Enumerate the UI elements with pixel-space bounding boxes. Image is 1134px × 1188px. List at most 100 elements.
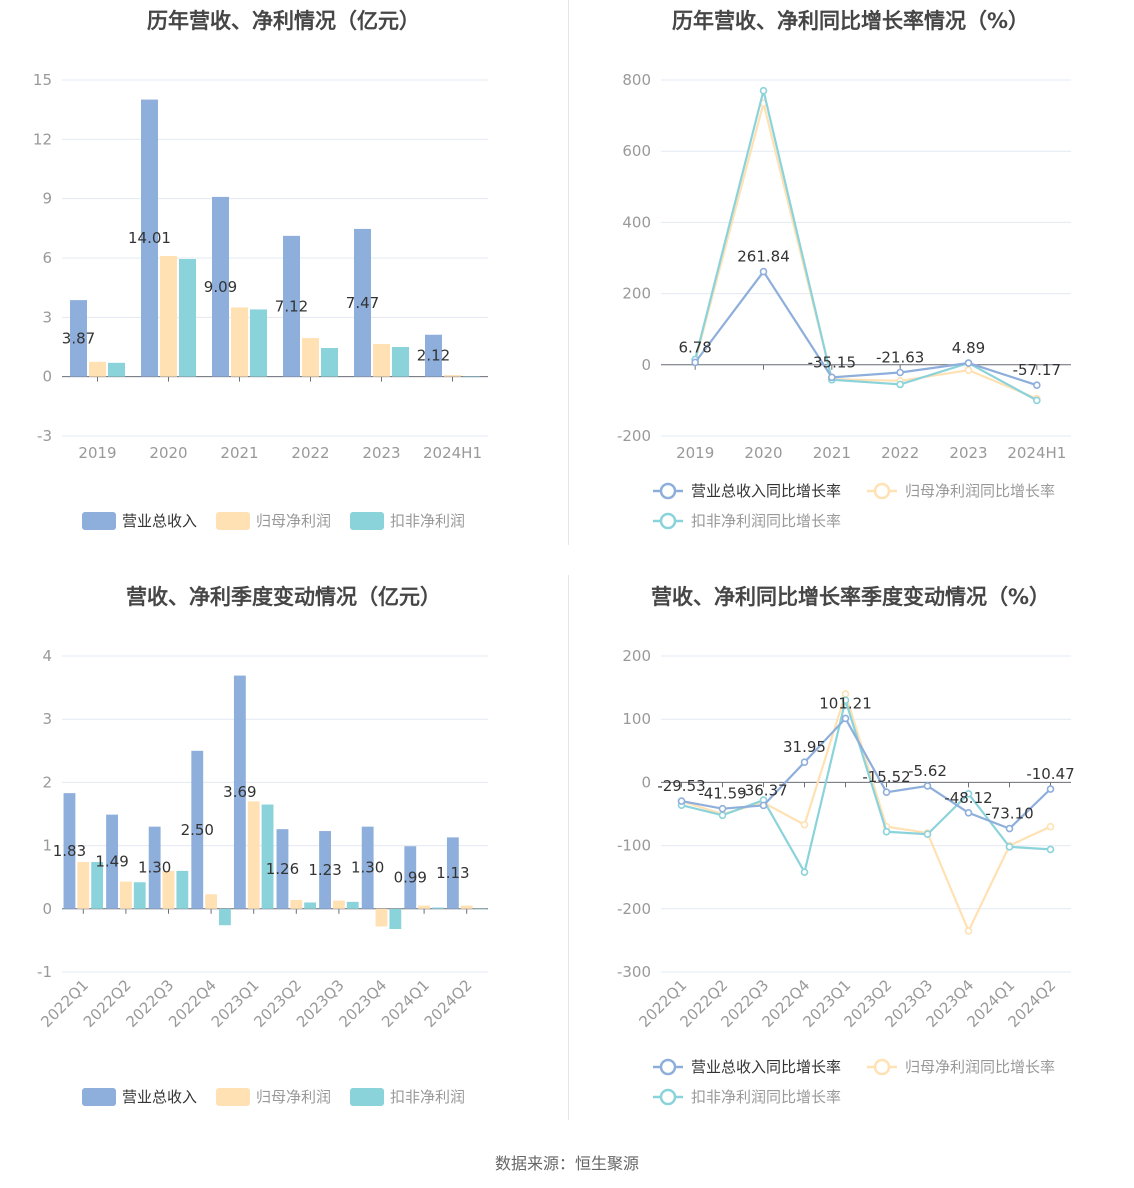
legend-swatch xyxy=(82,512,116,530)
data-label: -29.53 xyxy=(657,777,705,795)
legend-swatch xyxy=(350,512,384,530)
bar-1 xyxy=(354,228,371,377)
data-point-1 xyxy=(1046,785,1055,793)
legend-marker xyxy=(873,482,891,500)
data-label: 6.78 xyxy=(678,338,711,356)
data-label: 1.30 xyxy=(138,859,171,877)
y-tick-label: -100 xyxy=(617,837,651,855)
x-tick-label: 2023 xyxy=(362,444,400,462)
legend-label: 归母净利润同比增长率 xyxy=(905,482,1055,500)
bar-1 xyxy=(106,814,118,909)
chart-title: 历年营收、净利同比增长率情况（%） xyxy=(671,9,1030,33)
bar-1 xyxy=(233,675,246,909)
data-label: -57.17 xyxy=(1013,361,1061,379)
data-label: 7.12 xyxy=(275,297,308,315)
data-point-2 xyxy=(964,927,973,935)
x-tick-label: 2020 xyxy=(149,444,187,462)
quarterly-growth-chart: -300-200-10001002002022Q12022Q22022Q3202… xyxy=(617,647,1075,1106)
panel-divider-bottom xyxy=(568,575,569,1120)
x-tick-label: 2021 xyxy=(220,444,258,462)
bar-1 xyxy=(63,793,76,909)
data-label: -41.59 xyxy=(698,785,746,803)
bar-1 xyxy=(361,826,374,909)
legend-swatch xyxy=(216,1088,250,1106)
data-point-1 xyxy=(677,797,686,805)
chart-panel-annual-amounts: 历年营收、净利情况（亿元） -3 0 3 6 9 12 15 2019 2020 2021 2022… xyxy=(0,0,567,560)
bar-3 xyxy=(91,862,104,909)
data-label: 3.87 xyxy=(62,329,95,347)
bar-3 xyxy=(133,882,146,909)
data-point-1 xyxy=(923,782,932,790)
chart-panel-quarterly-growth: 营收、净利同比增长率季度变动情况（%） -300 -200 -100 0 100 200 2… xyxy=(567,576,1134,1136)
x-tick-label: 2019 xyxy=(676,444,714,462)
data-point-3 xyxy=(718,811,727,820)
bar-1 xyxy=(283,235,300,377)
chart-title: 历年营收、净利情况（亿元） xyxy=(147,9,420,33)
y-tick-label: 100 xyxy=(622,710,651,728)
data-label: 1.13 xyxy=(436,864,469,882)
legend-marker xyxy=(873,1058,891,1076)
data-point-3 xyxy=(896,380,904,389)
data-point-3 xyxy=(800,868,809,876)
bar-3 xyxy=(108,362,125,377)
y-tick-label: 2 xyxy=(42,773,52,791)
bar-2 xyxy=(332,900,345,909)
data-point-3 xyxy=(841,696,850,705)
y-tick-label: 0 xyxy=(641,773,651,791)
bar-1 xyxy=(148,826,161,909)
bar-2 xyxy=(460,905,473,909)
data-label: -73.10 xyxy=(985,805,1033,823)
y-tick-label: 200 xyxy=(622,285,651,303)
bar-2 xyxy=(444,375,461,377)
data-label: 9.09 xyxy=(204,278,237,296)
data-label: -48.12 xyxy=(944,789,992,807)
legend-label: 营业总收入同比增长率 xyxy=(691,1058,841,1076)
bar-2 xyxy=(373,344,390,377)
bar-2 xyxy=(231,307,248,377)
quarterly-amounts-chart: -1012342022Q12022Q22022Q32022Q42023Q1202… xyxy=(37,647,488,1106)
bar-3 xyxy=(261,804,274,909)
legend-label: 归母净利润 xyxy=(256,1088,331,1106)
panel-divider-top xyxy=(568,0,569,545)
data-label: 261.84 xyxy=(737,248,790,266)
data-point-1 xyxy=(718,804,727,813)
data-label: 1.26 xyxy=(266,860,299,878)
y-tick-label: 0 xyxy=(42,900,52,918)
bar-1 xyxy=(70,300,87,377)
bar-2 xyxy=(418,905,431,909)
data-source-note: 数据来源：恒生聚源 xyxy=(494,1154,639,1173)
bar-2 xyxy=(160,256,177,377)
bar-2 xyxy=(205,894,218,909)
bar-2 xyxy=(375,908,388,927)
legend-label: 扣非净利润 xyxy=(390,1088,465,1106)
bar-1 xyxy=(191,750,204,909)
legend-label: 扣非净利润同比增长率 xyxy=(691,1088,841,1106)
legend-marker xyxy=(659,1058,677,1076)
bar-2 xyxy=(89,361,106,377)
data-label: 2.50 xyxy=(181,821,214,839)
y-tick-label: 6 xyxy=(42,249,52,267)
legend-label: 扣非净利润 xyxy=(390,512,465,530)
legend-label: 归母净利润 xyxy=(256,512,331,530)
y-tick-label: -200 xyxy=(617,427,651,445)
bar-3 xyxy=(392,347,409,377)
data-point-3 xyxy=(1005,843,1014,851)
y-tick-label: -200 xyxy=(617,900,651,918)
data-label: -5.62 xyxy=(908,762,947,780)
data-point-3 xyxy=(964,789,973,798)
bar-3 xyxy=(304,902,317,909)
y-tick-label: -1 xyxy=(37,963,52,981)
y-tick-label: 3 xyxy=(42,710,52,728)
bar-3 xyxy=(179,258,196,377)
legend-label: 归母净利润同比增长率 xyxy=(905,1058,1055,1076)
bar-3 xyxy=(474,908,487,910)
bar-3 xyxy=(346,901,359,909)
bar-2 xyxy=(247,801,260,909)
data-point-3 xyxy=(1046,845,1055,854)
data-label: -10.47 xyxy=(1026,765,1074,783)
x-tick-label: 2021 xyxy=(813,444,851,462)
data-label: 2.12 xyxy=(417,347,450,365)
chart-title: 营收、净利同比增长率季度变动情况（%） xyxy=(650,585,1051,609)
data-point-2 xyxy=(1046,822,1055,831)
annual-amounts-chart: -3 0 3 6 9 12 15 2019 2020 2021 2022 2023 2024H1 3.87… xyxy=(33,71,488,530)
